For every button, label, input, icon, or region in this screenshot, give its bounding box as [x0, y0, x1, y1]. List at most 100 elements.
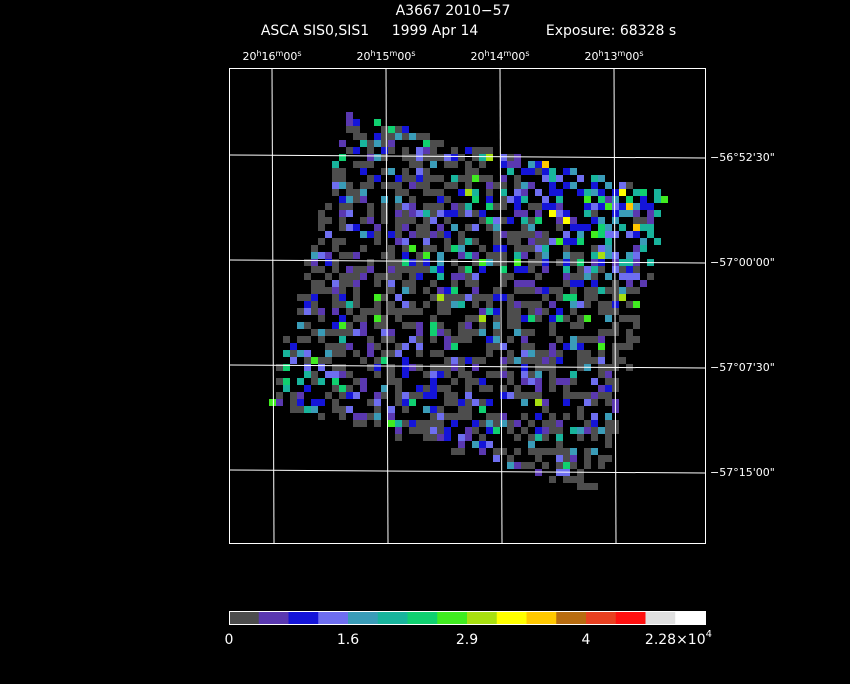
pixel — [514, 434, 521, 441]
pixel — [325, 357, 332, 364]
pixel — [542, 231, 549, 238]
ra-grid-line — [385, 67, 389, 544]
pixel — [528, 378, 535, 385]
pixel — [416, 308, 423, 315]
pixel — [332, 294, 339, 301]
pixel — [584, 462, 591, 469]
pixel — [563, 455, 570, 462]
pixel — [451, 147, 458, 154]
pixel — [297, 308, 304, 315]
pixel — [395, 399, 402, 406]
pixel — [339, 371, 346, 378]
pixel — [479, 161, 486, 168]
pixel — [409, 196, 416, 203]
pixel — [304, 259, 311, 266]
pixel — [367, 175, 374, 182]
pixel — [451, 175, 458, 182]
pixel — [535, 364, 542, 371]
pixel — [619, 224, 626, 231]
pixel — [381, 350, 388, 357]
sky-image — [269, 112, 668, 490]
pixel — [395, 350, 402, 357]
pixel — [360, 266, 367, 273]
pixel — [479, 406, 486, 413]
pixel — [437, 301, 444, 308]
pixel — [626, 343, 633, 350]
pixel — [549, 476, 556, 483]
dec-grid-line — [228, 364, 706, 369]
pixel — [416, 350, 423, 357]
pixel — [416, 329, 423, 336]
pixel — [339, 210, 346, 217]
colorbar-swatch — [467, 612, 498, 624]
pixel — [514, 182, 521, 189]
pixel — [570, 280, 577, 287]
pixel — [535, 287, 542, 294]
pixel — [388, 266, 395, 273]
ra-unit: s — [525, 49, 529, 58]
pixel — [325, 217, 332, 224]
pixel — [402, 210, 409, 217]
pixel — [584, 287, 591, 294]
pixel — [493, 287, 500, 294]
pixel — [465, 161, 472, 168]
pixel — [521, 399, 528, 406]
pixel — [584, 420, 591, 427]
pixel — [521, 266, 528, 273]
pixel — [430, 364, 437, 371]
pixel — [465, 413, 472, 420]
pixel — [514, 203, 521, 210]
pixel — [591, 252, 598, 259]
pixel — [605, 434, 612, 441]
pixel — [444, 154, 451, 161]
pixel — [381, 126, 388, 133]
pixel — [444, 427, 451, 434]
pixel — [444, 371, 451, 378]
pixel — [360, 189, 367, 196]
pixel — [444, 329, 451, 336]
pixel — [598, 427, 605, 434]
pixel — [423, 175, 430, 182]
pixel — [283, 385, 290, 392]
pixel — [626, 210, 633, 217]
pixel — [290, 399, 297, 406]
pixel — [500, 231, 507, 238]
pixel — [598, 455, 605, 462]
pixel — [283, 350, 290, 357]
pixel — [535, 350, 542, 357]
pixel — [605, 420, 612, 427]
pixel — [500, 371, 507, 378]
pixel — [626, 273, 633, 280]
pixel — [584, 203, 591, 210]
pixel — [423, 168, 430, 175]
pixel — [521, 196, 528, 203]
pixel — [402, 308, 409, 315]
ra-label: 20h13m00s — [584, 49, 643, 63]
pixel — [619, 294, 626, 301]
pixel — [332, 378, 339, 385]
pixel — [339, 280, 346, 287]
pixel — [458, 413, 465, 420]
pixel — [619, 343, 626, 350]
pixel — [430, 427, 437, 434]
pixel — [465, 399, 472, 406]
pixel — [619, 315, 626, 322]
pixel — [472, 189, 479, 196]
pixel — [423, 420, 430, 427]
pixel — [493, 308, 500, 315]
frame — [229, 68, 706, 544]
pixel — [451, 154, 458, 161]
pixel — [437, 385, 444, 392]
pixel — [430, 434, 437, 441]
colorbar-swatch — [615, 612, 646, 624]
pixel — [570, 224, 577, 231]
pixel — [409, 287, 416, 294]
pixel — [619, 189, 626, 196]
colorbar-swatch — [407, 612, 438, 624]
pixel — [444, 336, 451, 343]
pixel — [353, 266, 360, 273]
pixel — [493, 322, 500, 329]
pixel — [416, 175, 423, 182]
pixel — [479, 434, 486, 441]
pixel — [598, 224, 605, 231]
